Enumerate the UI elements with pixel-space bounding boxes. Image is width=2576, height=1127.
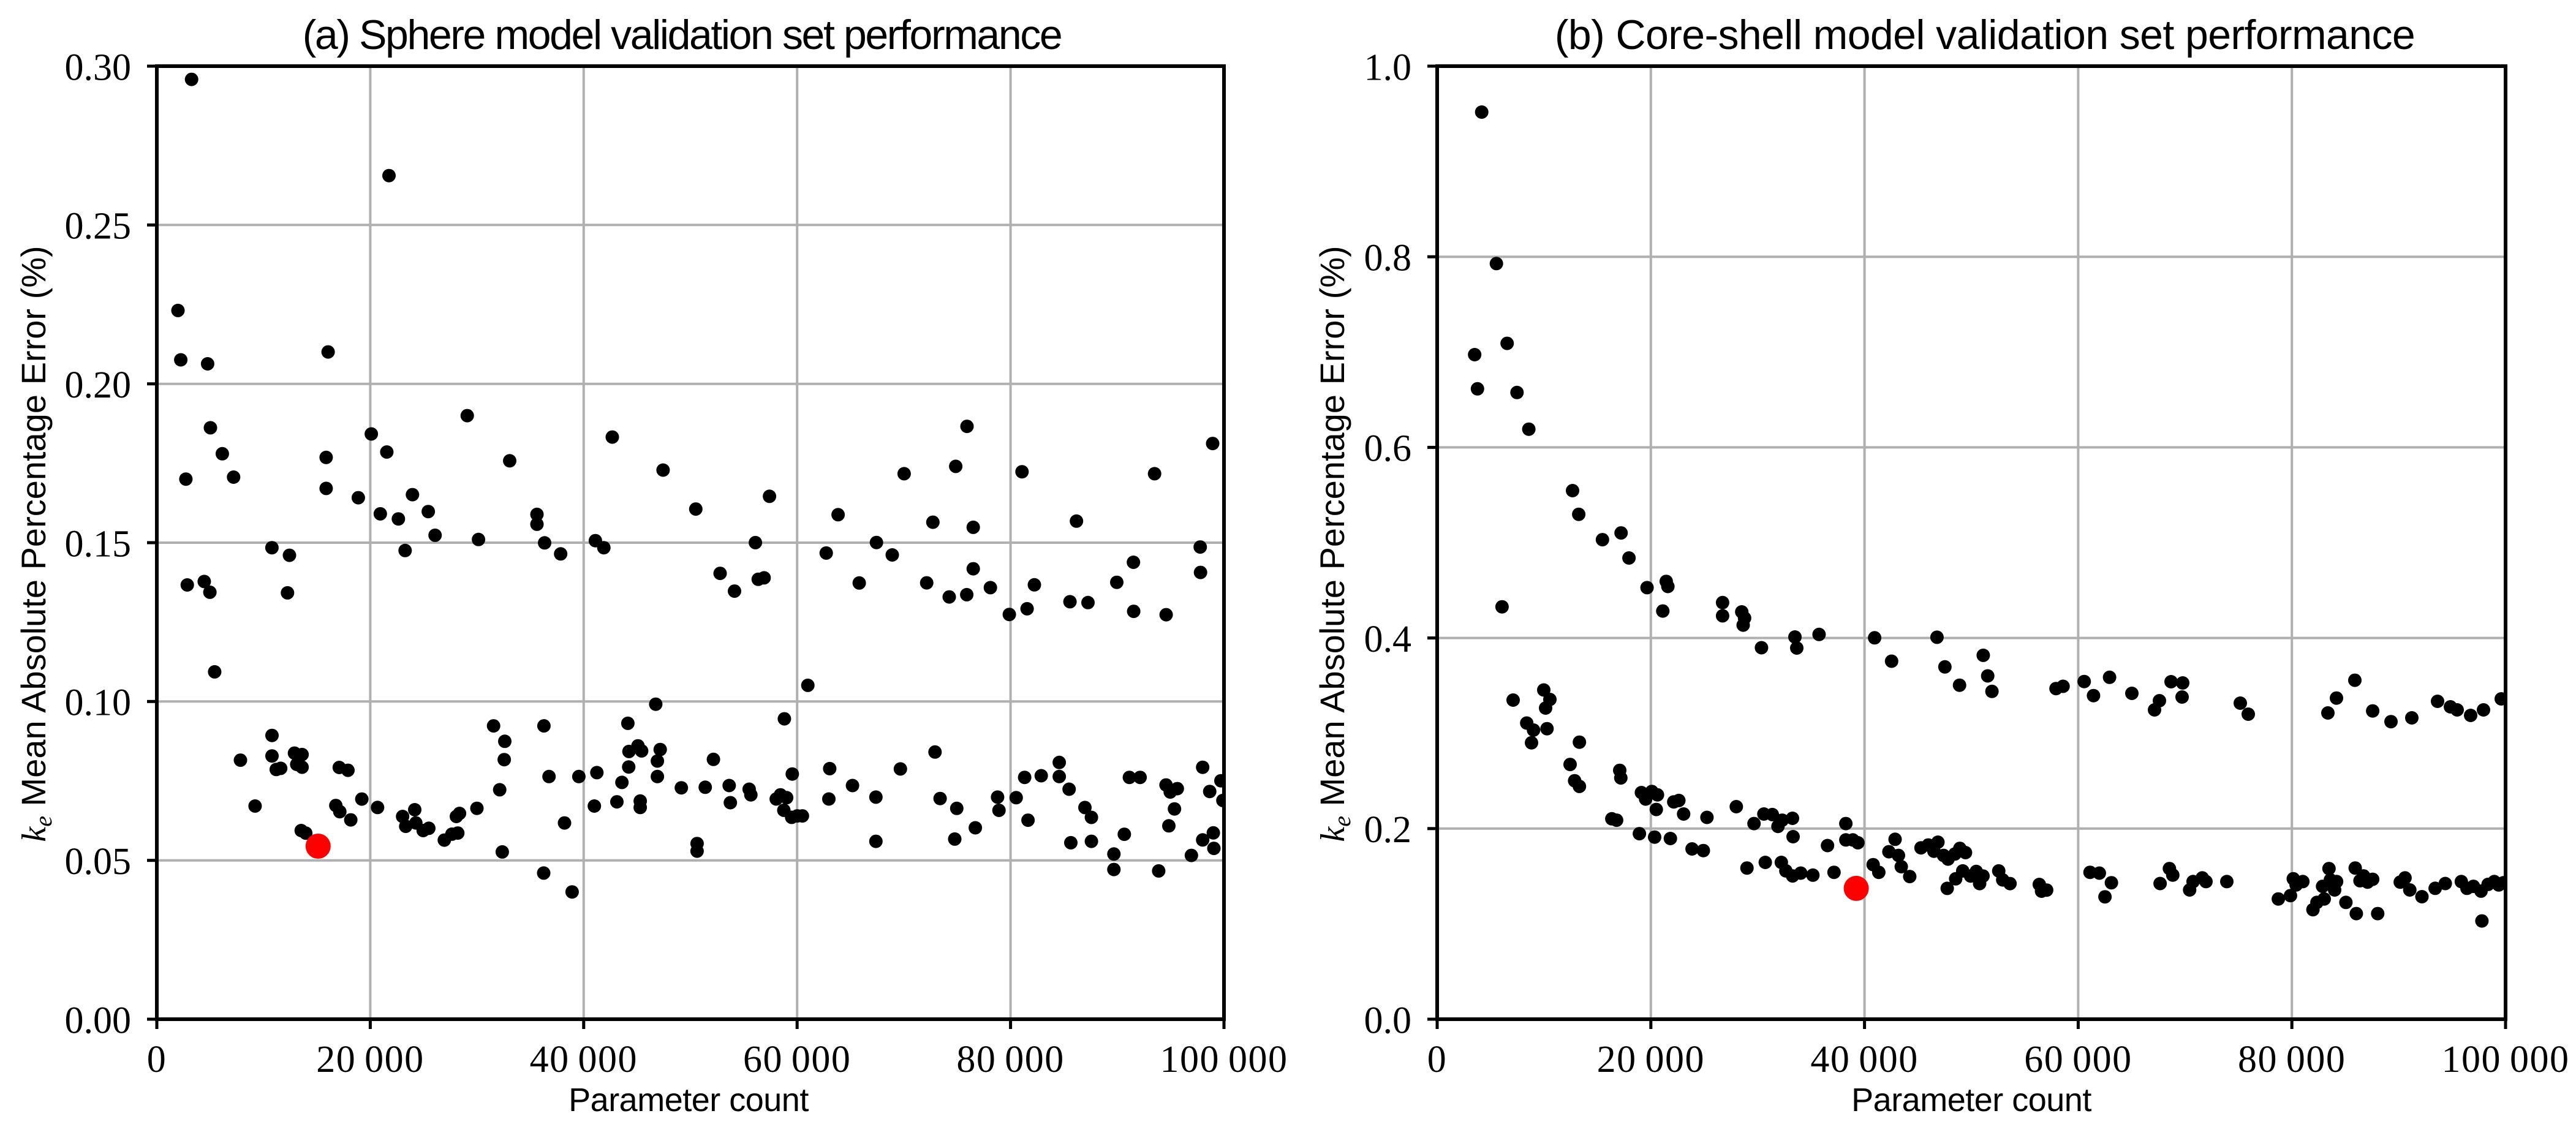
svg-text:Parameter count: Parameter count xyxy=(1851,1082,2091,1118)
svg-text:0.25: 0.25 xyxy=(65,206,132,247)
svg-text:0.20: 0.20 xyxy=(65,364,132,406)
svg-text:0.8: 0.8 xyxy=(1364,238,1412,279)
svg-text:60 000: 60 000 xyxy=(743,1039,851,1080)
svg-text:60 000: 60 000 xyxy=(2024,1039,2132,1080)
svg-text:40 000: 40 000 xyxy=(530,1039,638,1080)
svg-text:0.0: 0.0 xyxy=(1364,1000,1412,1041)
svg-text:40 000: 40 000 xyxy=(1810,1039,1918,1080)
svg-text:80 000: 80 000 xyxy=(2238,1039,2346,1080)
svg-text:0: 0 xyxy=(1427,1039,1448,1080)
svg-text:(b) Core-shell model validatio: (b) Core-shell model validation set perf… xyxy=(1555,12,2415,58)
svg-text:0.00: 0.00 xyxy=(65,1000,132,1041)
svg-text:0.05: 0.05 xyxy=(65,841,132,883)
svg-text:20 000: 20 000 xyxy=(1597,1039,1705,1080)
svg-text:Parameter count: Parameter count xyxy=(568,1082,809,1118)
svg-text:100 000: 100 000 xyxy=(2442,1039,2570,1080)
svg-text:20 000: 20 000 xyxy=(316,1039,424,1080)
svg-text:0.4: 0.4 xyxy=(1364,619,1412,660)
svg-text:1.0: 1.0 xyxy=(1364,47,1412,88)
svg-text:0.15: 0.15 xyxy=(65,523,132,565)
svg-text:0.10: 0.10 xyxy=(65,682,132,724)
svg-text:100 000: 100 000 xyxy=(1160,1039,1288,1080)
svg-text:ke Mean Absolute Percentage Er: ke Mean Absolute Percentage Error (%) xyxy=(14,246,57,842)
svg-text:0: 0 xyxy=(147,1039,167,1080)
svg-text:0.6: 0.6 xyxy=(1364,428,1412,470)
svg-text:80 000: 80 000 xyxy=(956,1039,1064,1080)
svg-text:0.30: 0.30 xyxy=(65,47,132,88)
svg-text:(a) Sphere model validation se: (a) Sphere model validation set performa… xyxy=(303,12,1062,58)
svg-text:0.2: 0.2 xyxy=(1364,809,1412,851)
svg-text:ke Mean Absolute Percentage Er: ke Mean Absolute Percentage Error (%) xyxy=(1313,246,1356,842)
